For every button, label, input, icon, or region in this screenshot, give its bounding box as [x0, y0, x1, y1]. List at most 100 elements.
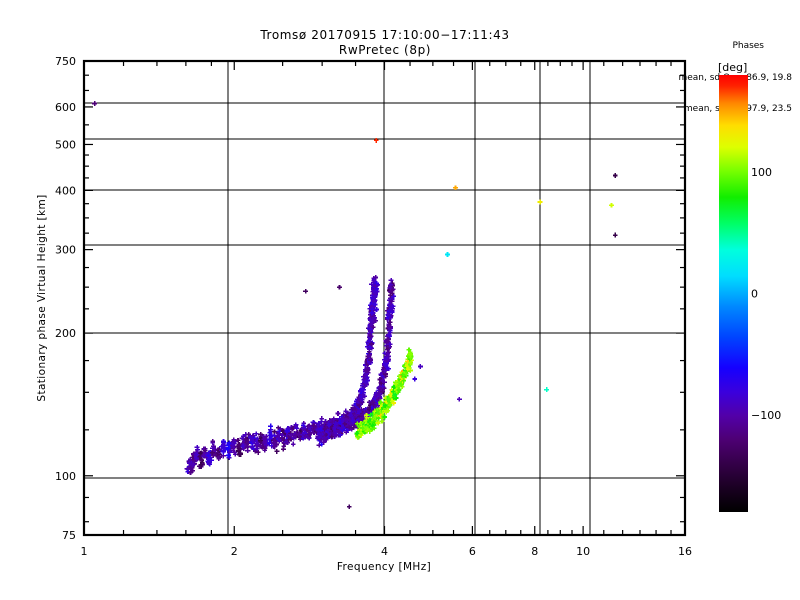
data-point — [408, 352, 413, 358]
data-point — [378, 399, 383, 405]
data-point — [306, 432, 312, 437]
data-point — [198, 457, 204, 463]
y-axis-title: Stationary phase Virtual Height [km] — [36, 194, 48, 401]
data-point — [187, 460, 192, 466]
data-point — [284, 428, 290, 434]
x-tick-label: 10 — [576, 545, 590, 558]
data-point — [365, 367, 371, 372]
y-tick-label: 75 — [62, 529, 76, 542]
data-point — [388, 315, 394, 320]
data-point — [240, 443, 246, 449]
data-point — [371, 425, 377, 431]
data-point — [216, 456, 222, 461]
data-point — [206, 461, 212, 467]
phase-statistics-heading: Phases — [732, 41, 764, 51]
data-point — [210, 445, 216, 451]
data-point — [267, 433, 273, 438]
x-axis-tick-labels: 1 2 4 6 8 10 16 — [81, 545, 693, 558]
data-point — [281, 443, 287, 449]
data-point — [456, 396, 462, 402]
colorbar-tick-label: 0 — [751, 288, 758, 301]
data-point — [332, 425, 338, 431]
data-point — [368, 333, 374, 339]
data-point — [382, 403, 388, 408]
data-point — [318, 426, 324, 432]
data-point — [290, 441, 296, 447]
data-point — [329, 434, 335, 440]
data-point — [197, 454, 203, 460]
data-point — [263, 433, 269, 439]
data-point — [226, 441, 232, 447]
data-point — [350, 418, 356, 424]
data-point — [386, 312, 391, 318]
data-point — [367, 344, 373, 350]
data-point — [225, 452, 231, 458]
data-point — [319, 433, 324, 439]
data-point — [372, 297, 378, 303]
data-point — [374, 307, 379, 312]
data-point — [318, 419, 324, 425]
data-point — [369, 318, 374, 324]
data-point — [303, 288, 309, 294]
data-point — [396, 379, 402, 385]
data-point — [240, 433, 246, 439]
data-point — [384, 364, 390, 370]
y-tick-label: 100 — [55, 470, 76, 483]
data-point — [376, 397, 382, 402]
data-point — [345, 427, 351, 433]
data-point — [375, 420, 381, 426]
data-point — [356, 409, 362, 414]
data-point — [346, 504, 352, 510]
colorbar-tick-label: −100 — [751, 409, 781, 422]
data-point — [337, 429, 342, 435]
data-point — [386, 397, 392, 403]
data-point — [370, 324, 376, 330]
x-tick-label: 4 — [381, 545, 388, 558]
data-point — [348, 412, 354, 418]
y-tick-label: 200 — [55, 327, 76, 340]
data-point — [219, 444, 224, 450]
data-point — [389, 298, 395, 304]
colorbar — [719, 75, 748, 512]
data-point — [373, 318, 379, 324]
data-point — [412, 376, 418, 382]
data-point — [92, 101, 97, 106]
data-point — [364, 374, 370, 380]
data-point — [387, 308, 393, 314]
data-point — [612, 232, 618, 238]
data-point — [351, 405, 357, 411]
data-point — [387, 319, 393, 325]
data-point — [386, 332, 392, 338]
y-tick-label: 400 — [55, 184, 76, 197]
data-point — [348, 420, 353, 426]
data-point — [363, 425, 369, 431]
data-point — [316, 442, 322, 448]
data-point — [339, 425, 345, 431]
data-point — [373, 390, 379, 396]
data-point — [366, 406, 372, 412]
data-point — [366, 338, 372, 344]
data-point — [189, 462, 195, 468]
data-point — [279, 432, 285, 438]
x-tick-label: 6 — [469, 545, 476, 558]
data-point — [254, 446, 260, 452]
y-axis-tick-labels: 75 100 200 300 400 500 600 750 — [55, 55, 76, 542]
data-point — [257, 443, 263, 449]
data-point — [221, 448, 226, 454]
figure-title-line1: Tromsø 20170915 17:10:00−17:11:43 — [260, 28, 510, 42]
data-point — [233, 439, 238, 444]
scatter-data-layer — [92, 101, 618, 510]
data-point — [369, 341, 374, 347]
data-point — [453, 185, 458, 191]
data-point — [302, 430, 307, 435]
data-point — [274, 449, 280, 454]
data-point — [262, 445, 268, 451]
data-point — [296, 432, 302, 437]
x-tick-label: 1 — [81, 545, 88, 558]
x-axis-ticks — [83, 61, 686, 535]
data-point — [400, 372, 406, 378]
data-point — [353, 412, 359, 418]
data-point — [356, 403, 362, 408]
data-point — [445, 252, 450, 257]
data-point — [360, 392, 366, 398]
